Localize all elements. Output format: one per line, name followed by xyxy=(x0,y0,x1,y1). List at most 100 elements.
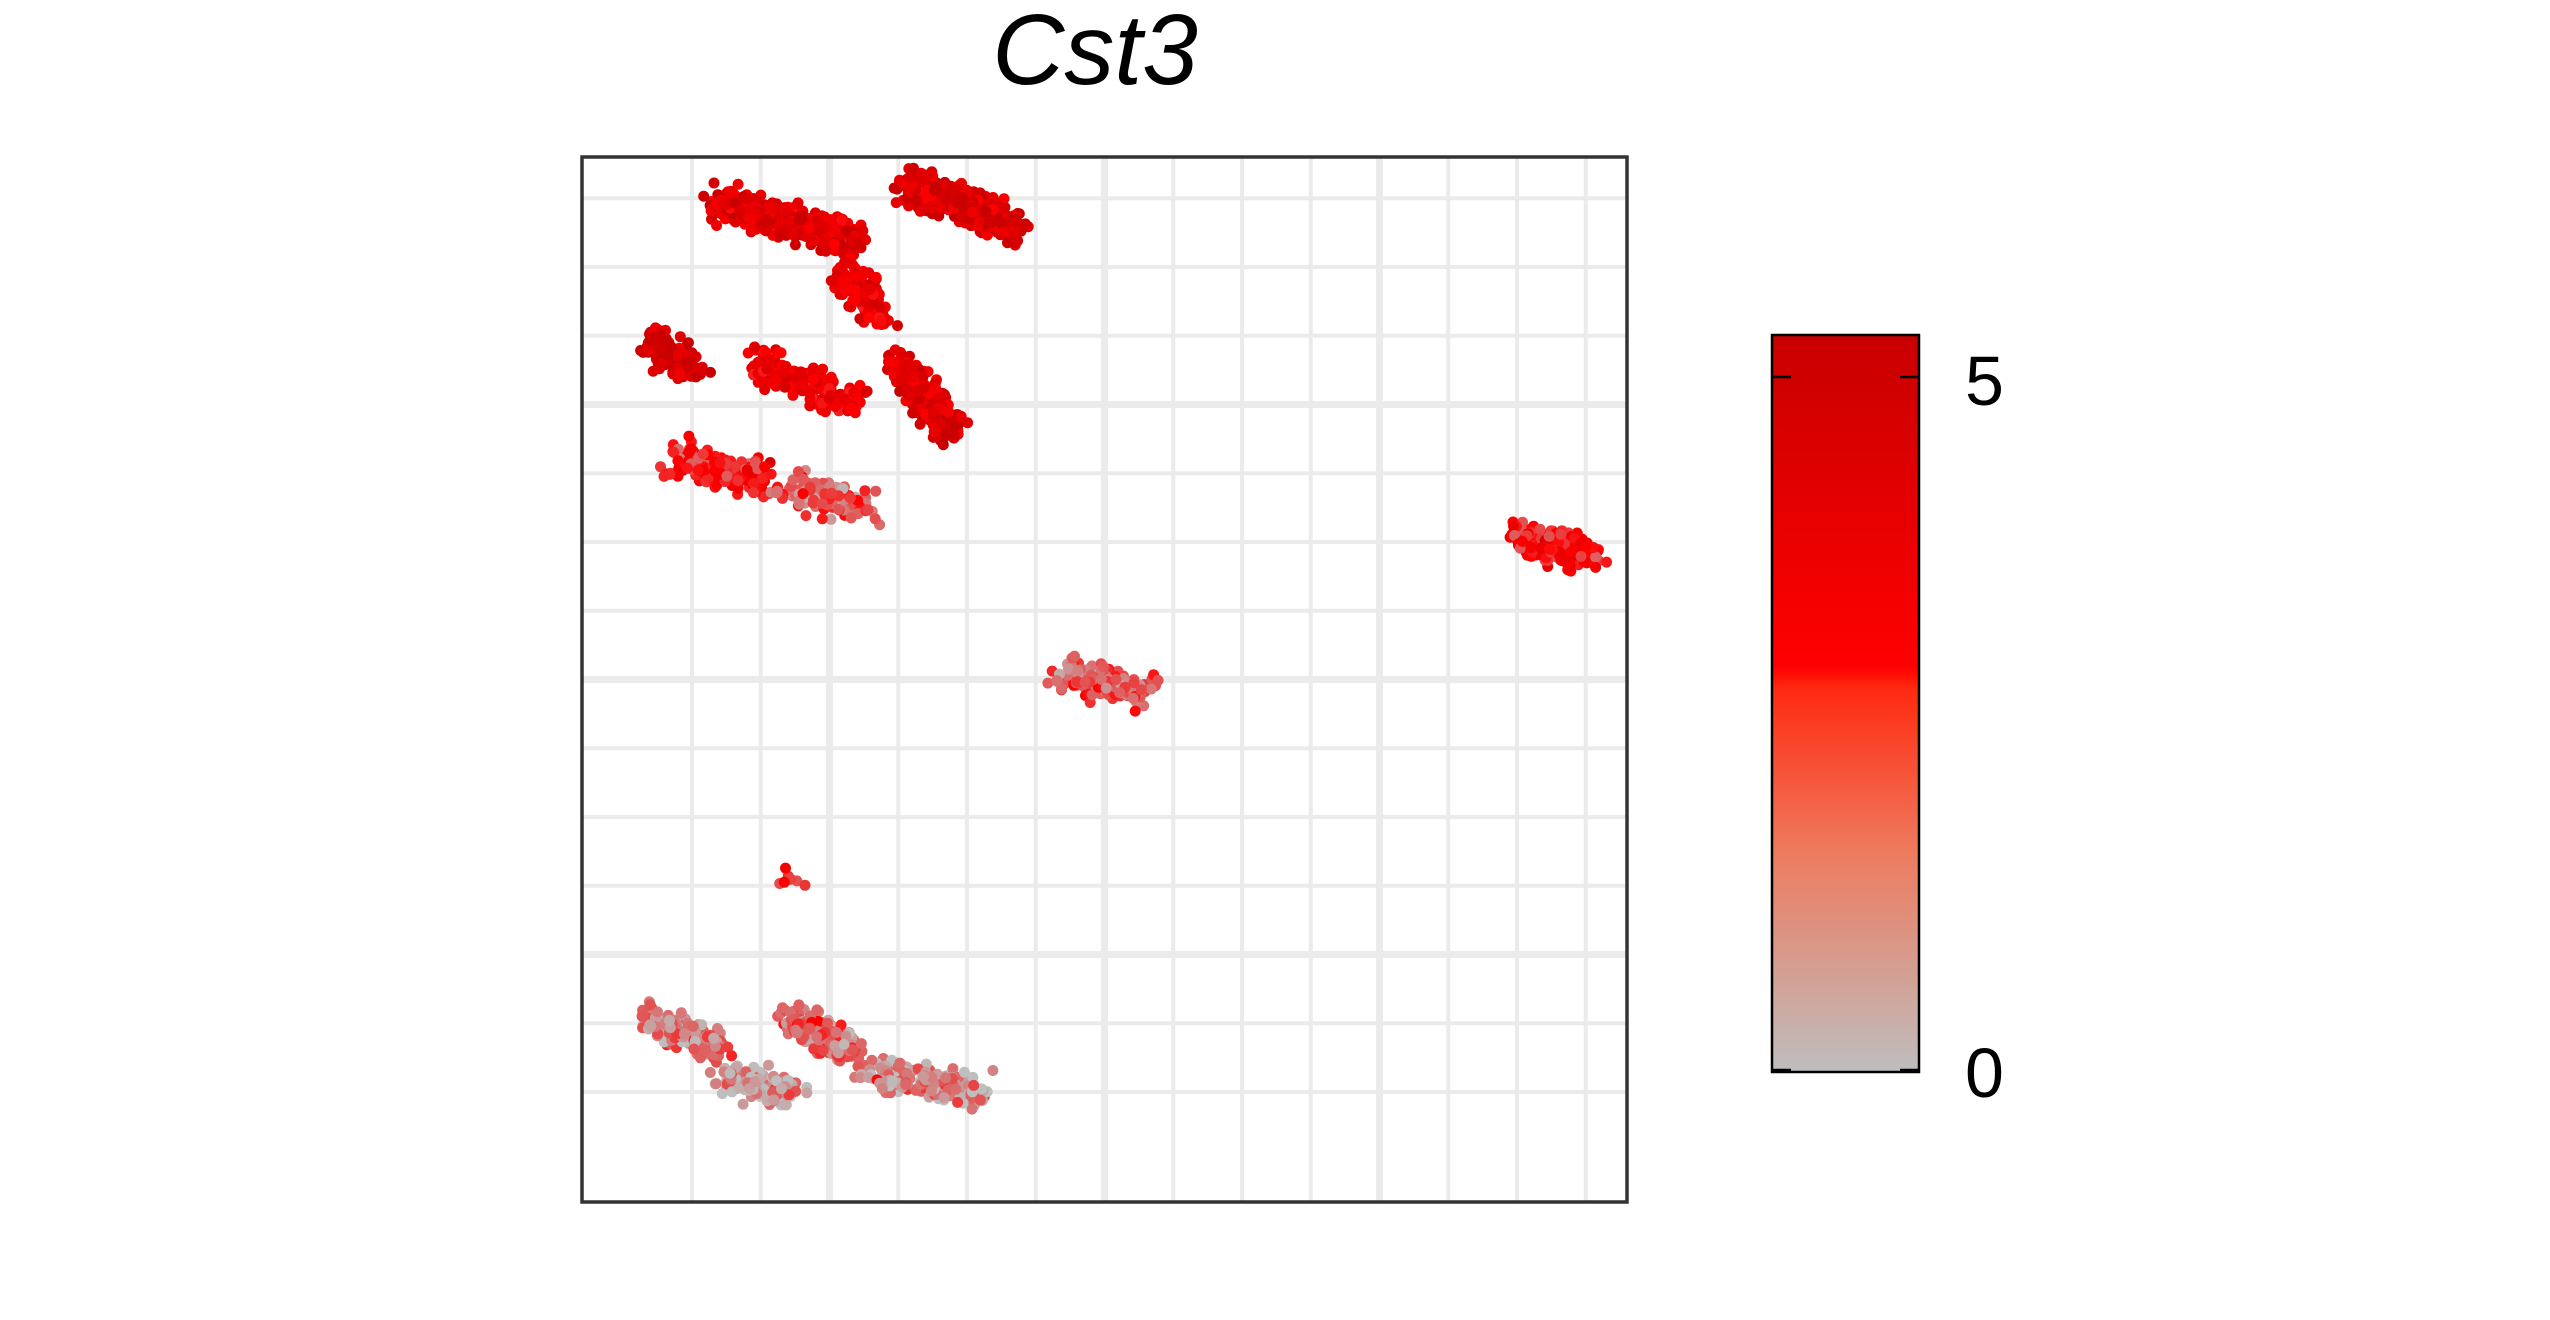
cell-point xyxy=(846,1044,858,1056)
cell-point xyxy=(861,385,873,397)
cell-point xyxy=(765,468,777,480)
cell-point xyxy=(759,384,771,396)
cell-point xyxy=(874,301,886,313)
cell-point xyxy=(808,1043,820,1055)
cell-point xyxy=(863,311,875,323)
cell-point xyxy=(1580,540,1592,552)
cell-point xyxy=(1553,537,1565,549)
cell-point xyxy=(1516,535,1528,547)
cell-point xyxy=(817,237,829,249)
cell-point xyxy=(825,513,837,525)
cell-point xyxy=(907,407,919,419)
cell-point xyxy=(914,418,926,430)
cell-point xyxy=(1565,546,1577,558)
cell-point xyxy=(711,220,723,231)
cell-point xyxy=(662,349,674,361)
cell-point xyxy=(692,464,704,476)
cell-point xyxy=(1601,556,1613,568)
cell-point xyxy=(886,1075,898,1087)
cell-point xyxy=(748,478,760,490)
cell-point xyxy=(888,356,899,368)
cell-point xyxy=(714,457,726,469)
cell-point xyxy=(1555,528,1567,540)
cell-point xyxy=(668,446,680,458)
cell-point xyxy=(813,222,825,234)
cell-point xyxy=(973,217,985,228)
cell-point xyxy=(804,386,816,398)
cell-point xyxy=(854,313,866,325)
cell-point xyxy=(770,1075,782,1087)
cell-point xyxy=(1072,665,1084,677)
cell-point xyxy=(859,485,871,497)
cell-point xyxy=(664,1014,675,1026)
cell-point xyxy=(930,383,942,394)
cell-point xyxy=(804,1022,816,1034)
cell-point xyxy=(1129,705,1141,717)
cell-point xyxy=(848,387,860,399)
cell-point xyxy=(709,1040,721,1052)
cell-point xyxy=(926,1071,938,1083)
cell-point xyxy=(761,214,772,226)
cell-point xyxy=(819,406,831,418)
cell-point xyxy=(839,258,850,270)
cell-point xyxy=(968,1079,980,1091)
cell-point xyxy=(1010,237,1022,249)
cell-point xyxy=(914,205,926,217)
plot-panel-border xyxy=(580,155,1629,1204)
cell-point xyxy=(906,360,918,372)
colorbar: 5 0 xyxy=(1770,333,2004,1112)
cell-point xyxy=(938,1092,950,1104)
cell-point xyxy=(791,1027,803,1039)
cell-point xyxy=(1127,692,1139,704)
cell-point xyxy=(780,360,792,372)
cell-point xyxy=(1097,661,1109,673)
cell-point xyxy=(833,503,844,515)
cell-point xyxy=(851,237,863,249)
cell-point xyxy=(1010,217,1022,228)
cell-point xyxy=(940,1072,952,1084)
cell-point xyxy=(844,492,856,504)
cell-point xyxy=(974,1094,986,1106)
cell-point xyxy=(950,1083,962,1095)
cell-point xyxy=(780,862,791,874)
cell-point xyxy=(697,448,709,460)
cell-point xyxy=(870,485,882,497)
cell-point xyxy=(704,1067,716,1078)
cell-point xyxy=(768,1094,780,1106)
colorbar-fill xyxy=(1770,333,1921,1074)
cell-point xyxy=(840,1030,852,1042)
cell-point xyxy=(644,999,656,1011)
cell-point xyxy=(1079,676,1091,688)
cell-point xyxy=(980,206,992,218)
cell-point xyxy=(732,475,744,486)
cell-point xyxy=(948,429,960,440)
cell-point xyxy=(862,504,874,516)
cell-point xyxy=(771,485,783,497)
cell-point xyxy=(724,1067,736,1079)
cell-point xyxy=(925,200,937,212)
cell-point xyxy=(920,169,932,181)
cell-point xyxy=(917,371,929,383)
cell-point xyxy=(830,1027,842,1038)
cell-point xyxy=(720,199,732,211)
cell-point xyxy=(658,470,670,482)
cell-point xyxy=(998,226,1010,238)
cell-point xyxy=(708,177,720,189)
cell-point xyxy=(741,464,753,476)
cell-point xyxy=(911,195,923,207)
cell-point xyxy=(1042,677,1054,689)
cell-point xyxy=(808,374,819,385)
cell-point xyxy=(708,1032,720,1044)
cell-point xyxy=(889,344,901,356)
cell-point xyxy=(849,283,861,295)
cell-point xyxy=(808,494,819,506)
cell-point xyxy=(903,172,915,184)
cell-point xyxy=(857,225,869,237)
cell-point xyxy=(665,340,677,352)
cell-point xyxy=(928,184,940,196)
cell-point xyxy=(778,205,790,217)
cell-point xyxy=(1128,677,1140,689)
cell-point xyxy=(780,224,792,236)
cell-point xyxy=(792,197,804,209)
cell-point xyxy=(792,466,804,478)
